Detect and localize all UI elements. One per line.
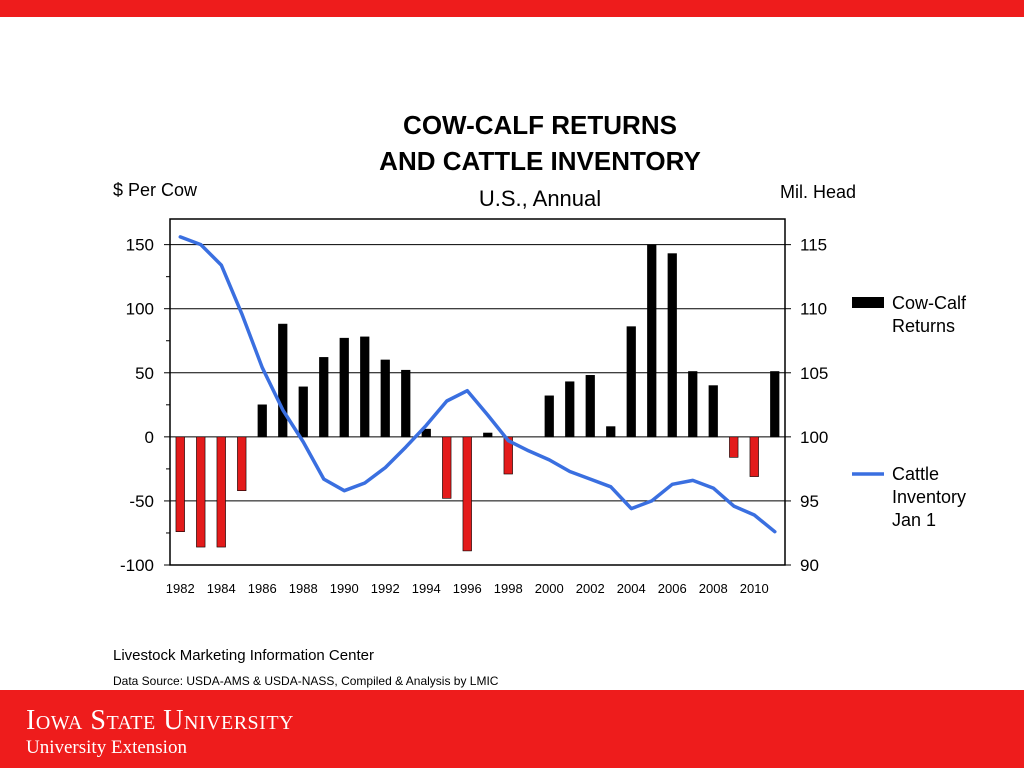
bar-cow-calf-returns <box>503 436 513 475</box>
x-tick-label: 2002 <box>576 581 605 596</box>
bar-cow-calf-returns <box>606 426 616 438</box>
left-tick-label: 0 <box>145 428 154 447</box>
bar-cow-calf-returns <box>278 323 288 438</box>
legend-bar-label-line1: Cow-Calf <box>892 293 967 313</box>
left-tick-label: -100 <box>120 556 154 575</box>
x-tick-label: 1990 <box>330 581 359 596</box>
extension-logo-text: University Extension <box>26 737 187 758</box>
bar-cow-calf-returns <box>360 336 370 438</box>
left-tick-label: -50 <box>129 492 154 511</box>
x-tick-label: 1988 <box>289 581 318 596</box>
legend-line-label-line3: Jan 1 <box>892 510 937 530</box>
x-tick-label: 2010 <box>740 581 769 596</box>
legend-bar-label-line2: Returns <box>892 316 956 336</box>
right-tick-label: 105 <box>800 364 828 383</box>
right-tick-label: 115 <box>800 236 827 255</box>
left-tick-label: 50 <box>135 364 154 383</box>
x-tick-label: 2000 <box>535 581 564 596</box>
x-tick-label: 2008 <box>699 581 728 596</box>
x-tick-label: 2004 <box>617 581 646 596</box>
right-tick-label: 100 <box>800 428 828 447</box>
x-tick-label: 1982 <box>166 581 195 596</box>
x-tick-label: 1984 <box>207 581 236 596</box>
legend-bar-swatch <box>852 297 884 308</box>
right-axis-label: Mil. Head <box>780 182 857 202</box>
bar-cow-calf-returns <box>339 337 349 438</box>
bar-cow-calf-returns <box>442 436 452 499</box>
bar-cow-calf-returns <box>380 359 390 438</box>
bar-cow-calf-returns <box>401 369 411 438</box>
left-axis-label: $ Per Cow <box>113 180 198 200</box>
bar-cow-calf-returns <box>319 357 329 438</box>
bar-cow-calf-returns <box>421 428 431 438</box>
right-tick-label: 95 <box>800 492 819 511</box>
chart-subtitle: U.S., Annual <box>478 186 602 211</box>
bar-cow-calf-returns <box>585 375 595 438</box>
x-tick-label: 1998 <box>494 581 523 596</box>
source-organization: Livestock Marketing Information Center <box>113 647 374 664</box>
bar-cow-calf-returns <box>544 395 554 438</box>
plot-frame <box>169 218 786 566</box>
top-accent-bar <box>0 0 1024 17</box>
bar-cow-calf-returns <box>237 436 247 491</box>
bar-cow-calf-returns <box>257 404 267 438</box>
x-tick-label: 1994 <box>412 581 441 596</box>
left-tick-label: 150 <box>126 236 154 255</box>
bottom-brand-bar <box>0 690 1024 768</box>
legend-line-label-line1: Cattle <box>892 464 940 484</box>
x-tick-label: 1986 <box>248 581 277 596</box>
bar-cow-calf-returns <box>462 436 472 552</box>
chart-area: -100 -50 0 50 100 150 90 95 100 105 110 115 1982 1984… <box>120 218 884 596</box>
legend-bar-label: Cow-Calf Returns <box>892 292 966 338</box>
legend-line-label-line2: Inventory <box>892 487 967 507</box>
bar-cow-calf-returns <box>298 386 308 438</box>
bar-cow-calf-returns <box>626 326 636 438</box>
line-cattle-inventory <box>178 235 777 534</box>
bar-cow-calf-returns <box>688 371 698 438</box>
bar-cow-calf-returns <box>667 253 677 438</box>
x-tick-label: 2006 <box>658 581 687 596</box>
bar-cow-calf-returns <box>196 436 206 548</box>
university-logo-text: Iowa State University <box>26 705 294 736</box>
bar-cow-calf-returns <box>483 432 493 438</box>
bar-cow-calf-returns <box>175 436 185 532</box>
bar-cow-calf-returns <box>647 244 657 438</box>
chart-title-line1: COW-CALF RETURNS <box>403 110 677 140</box>
data-source-note: Data Source: USDA-AMS & USDA-NASS, Compi… <box>113 674 499 688</box>
bar-cow-calf-returns <box>565 381 575 438</box>
bar-cow-calf-returns <box>729 436 739 458</box>
chart-title-line2: AND CATTLE INVENTORY <box>379 146 701 176</box>
right-tick-label: 110 <box>800 300 827 319</box>
x-tick-label: 1996 <box>453 581 482 596</box>
bar-cow-calf-returns <box>708 385 718 438</box>
legend-line-label: Cattle Inventory Jan 1 <box>892 463 966 532</box>
bar-cow-calf-returns <box>770 371 780 438</box>
left-tick-label: 100 <box>126 300 154 319</box>
x-tick-label: 1992 <box>371 581 400 596</box>
bar-cow-calf-returns <box>216 436 226 548</box>
bar-cow-calf-returns <box>749 436 759 477</box>
right-tick-label: 90 <box>800 556 819 575</box>
